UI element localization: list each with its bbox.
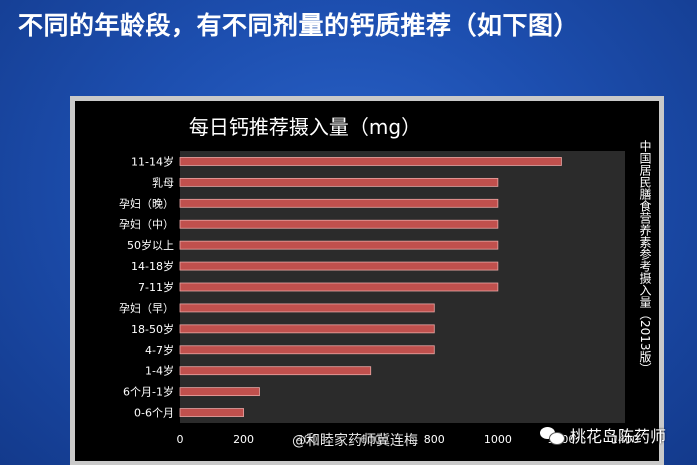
brand-name: 桃花岛陈药师: [570, 427, 667, 446]
category-label-12: 0-6个月: [134, 407, 174, 420]
category-label-1: 乳母: [152, 176, 174, 189]
bar-7: [179, 303, 435, 313]
x-tick-7: 1400: [611, 433, 639, 446]
category-label-3: 孕妇（中）: [119, 218, 174, 231]
bar-4: [179, 240, 499, 250]
category-label-0: 11-14岁: [131, 154, 174, 168]
category-label-4: 50岁以上: [127, 238, 174, 252]
bar-11: [179, 387, 260, 397]
wechat-icon: [540, 425, 565, 445]
category-label-8: 18-50岁: [131, 322, 174, 336]
bar-5: [179, 261, 499, 271]
slide-title: 不同的年龄段，有不同剂量的钙质推荐（如下图）: [18, 11, 580, 40]
x-tick-5: 1000: [484, 433, 512, 446]
bar-10: [179, 366, 372, 376]
chart-title: 每日钙推荐摄入量（mg）: [189, 115, 421, 139]
category-label-2: 孕妇（晚）: [119, 197, 174, 210]
bar-3: [179, 219, 499, 229]
category-label-10: 1-4岁: [145, 364, 174, 378]
chart-frame: 每日钙推荐摄入量（mg） 11-14岁乳母孕妇（晚） 孕妇（中） 50岁以上 14-1…: [70, 96, 664, 465]
category-label-11: 6个月-1岁: [123, 385, 174, 399]
bar-1: [179, 177, 499, 187]
x-tick-0: 0: [177, 433, 184, 446]
bar-8: [179, 324, 435, 334]
category-label-7: 孕妇（早）: [119, 302, 174, 315]
brand-tag: 桃花岛陈药师: [540, 422, 666, 448]
x-tick-4: 800: [424, 433, 445, 446]
x-tick-3: 600: [360, 433, 381, 446]
bar-9: [179, 345, 435, 355]
x-tick-1: 200: [233, 433, 254, 446]
x-tick-2: 400: [297, 433, 318, 446]
side-note: 中国居民膳食营养素参考摄入量（2013版）: [638, 139, 652, 375]
category-label-6: 7-11岁: [138, 280, 174, 294]
category-label-9: 4-7岁: [145, 343, 174, 357]
bar-6: [179, 282, 499, 292]
bar-0: [179, 157, 562, 166]
bar-2: [179, 198, 499, 208]
watermark: @和睦家药师冀连梅: [292, 433, 418, 449]
category-label-5: 14-18岁: [131, 259, 174, 273]
bar-12: [179, 408, 244, 417]
